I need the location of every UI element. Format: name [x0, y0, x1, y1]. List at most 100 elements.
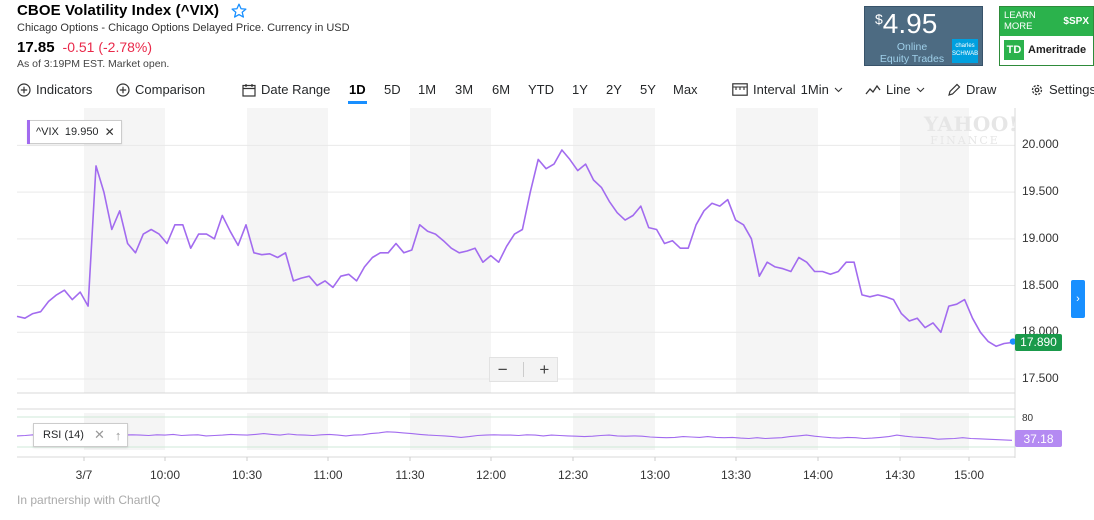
x-axis-tick-label: 13:30 [720, 468, 752, 482]
plus-circle-icon [17, 82, 31, 97]
comparison-label: Comparison [135, 82, 206, 97]
zoom-out-button[interactable]: − [497, 360, 508, 379]
quote-subtitle: Chicago Options - Chicago Options Delaye… [17, 22, 350, 34]
current-price: 17.85 [17, 39, 55, 56]
range-3m[interactable]: 3M [455, 82, 474, 97]
price-chart[interactable]: YAHOO! FINANCE ^VIX 19.950 ✕ − + RSI (14… [0, 108, 1094, 520]
chevron-down-icon [916, 87, 924, 92]
ad-learn-line1: LEARN [1004, 10, 1036, 21]
interval-dropdown[interactable]: Interval 1Min [732, 82, 843, 97]
x-axis-tick-label: 13:00 [639, 468, 671, 482]
interval-label: Interval [753, 82, 796, 97]
ad-brand: Ameritrade [1028, 44, 1087, 56]
chart-toolbar: Indicators Comparison Date Range 1D 5D 1… [0, 78, 1094, 104]
ad-currency: $ [875, 11, 883, 27]
ad-amount-value: 4.95 [882, 8, 938, 39]
interval-value: 1Min [800, 82, 829, 97]
interval-icon [732, 83, 748, 96]
range-1m[interactable]: 1M [418, 82, 437, 97]
settings-label: Settings [1049, 82, 1094, 97]
y-axis-tick-label: 19.000 [1022, 230, 1059, 245]
series-legend: ^VIX 19.950 ✕ [27, 120, 122, 144]
session-band [84, 108, 165, 393]
watermark-line2: FINANCE [930, 134, 1000, 147]
rsi-axis-label: 80 [1022, 413, 1034, 424]
range-5d[interactable]: 5D [384, 82, 401, 97]
zoom-in-button[interactable]: + [539, 360, 550, 379]
x-axis-tick-label: 14:30 [884, 468, 916, 482]
schwab-ad[interactable]: $4.95 Online Equity Trades charles SCHWAB [864, 6, 983, 66]
schwab-logo: charles SCHWAB [952, 39, 978, 63]
x-axis-tick-label: 3/7 [75, 468, 93, 482]
ad-text: Online Equity Trades [873, 41, 951, 65]
range-5y[interactable]: 5Y [640, 82, 656, 97]
x-axis-tick-label: 14:00 [802, 468, 834, 482]
calendar-icon [242, 83, 256, 97]
session-band [410, 413, 491, 450]
legend-value: 19.950 [64, 126, 99, 138]
chart-type-dropdown[interactable]: Line [865, 82, 925, 97]
schwab-logo-line1: charles [955, 43, 975, 49]
zoom-controls: − + [489, 357, 558, 382]
session-band [247, 413, 328, 450]
x-axis-tick-label: 15:00 [953, 468, 985, 482]
range-1y[interactable]: 1Y [572, 82, 588, 97]
indicators-button[interactable]: Indicators [17, 82, 92, 97]
date-range-button[interactable]: Date Range [242, 82, 330, 97]
td-ameritrade-ad[interactable]: LEARN MORE $SPX TD Ameritrade [999, 6, 1094, 66]
y-axis-tick-label: 20.000 [1022, 137, 1059, 152]
draw-button[interactable]: Draw [947, 82, 996, 97]
zoom-divider [523, 362, 524, 377]
quote-header: CBOE Volatility Index (^VIX) Chicago Opt… [17, 2, 350, 70]
x-axis-tick-label: 12:30 [557, 468, 589, 482]
draw-label: Draw [966, 82, 997, 97]
rsi-label: RSI (14) [43, 429, 84, 441]
rsi-value-tag: 37.18 [1015, 430, 1062, 447]
x-axis-tick-label: 11:00 [313, 468, 343, 482]
yahoo-finance-watermark: YAHOO! FINANCE [924, 114, 1018, 147]
x-axis-tick-label: 10:00 [149, 468, 181, 482]
y-axis-tick-label: 19.500 [1022, 184, 1059, 199]
plus-circle-icon [116, 82, 130, 97]
td-logo: TD [1004, 40, 1024, 60]
ad-text-line2: Equity Trades [879, 53, 945, 65]
last-price-dot [1009, 338, 1017, 345]
range-6m[interactable]: 6M [492, 82, 511, 97]
session-band [900, 413, 969, 450]
range-1d[interactable]: 1D [348, 82, 367, 104]
arrow-up-icon[interactable]: ↑ [114, 427, 122, 443]
x-axis-tick-label: 10:30 [231, 468, 263, 482]
session-band [410, 108, 491, 393]
comparison-button[interactable]: Comparison [116, 82, 205, 97]
close-icon[interactable]: ✕ [104, 125, 115, 139]
chart-canvas[interactable] [0, 108, 1094, 520]
chevron-down-icon [834, 87, 843, 92]
session-band [247, 108, 328, 393]
gear-icon [1031, 84, 1043, 95]
session-band [736, 413, 818, 450]
vix-price-line[interactable] [16, 149, 1013, 348]
range-2y[interactable]: 2Y [606, 82, 622, 97]
chart-type-label: Line [886, 82, 911, 97]
y-axis-tick-label: 18.500 [1022, 277, 1059, 292]
date-range-label: Date Range [261, 82, 331, 97]
x-axis-tick-label: 12:00 [475, 468, 507, 482]
rsi-line[interactable] [16, 431, 1013, 441]
ad-text-line1: Online [896, 41, 928, 53]
range-ytd[interactable]: YTD [528, 82, 554, 97]
page-title: CBOE Volatility Index (^VIX) [17, 2, 220, 19]
settings-button[interactable]: Settings [1030, 82, 1094, 97]
ad-learn-line2: MORE [1004, 21, 1033, 32]
y-axis-tick-label: 17.500 [1022, 370, 1059, 385]
price-change: -0.51 (-2.78%) [62, 39, 153, 55]
star-icon[interactable] [231, 3, 247, 19]
partnership-note: In partnership with ChartIQ [17, 493, 161, 507]
pencil-icon [948, 83, 961, 96]
schwab-logo-line2: SCHWAB [952, 51, 979, 57]
range-max[interactable]: Max [673, 82, 698, 97]
ad-symbol: $SPX [1063, 16, 1089, 27]
current-price-tag: 17.890 [1015, 333, 1062, 351]
chevron-right-icon[interactable]: › [1071, 280, 1085, 318]
legend-symbol: ^VIX [36, 126, 59, 138]
close-icon[interactable]: ✕ [93, 427, 105, 442]
